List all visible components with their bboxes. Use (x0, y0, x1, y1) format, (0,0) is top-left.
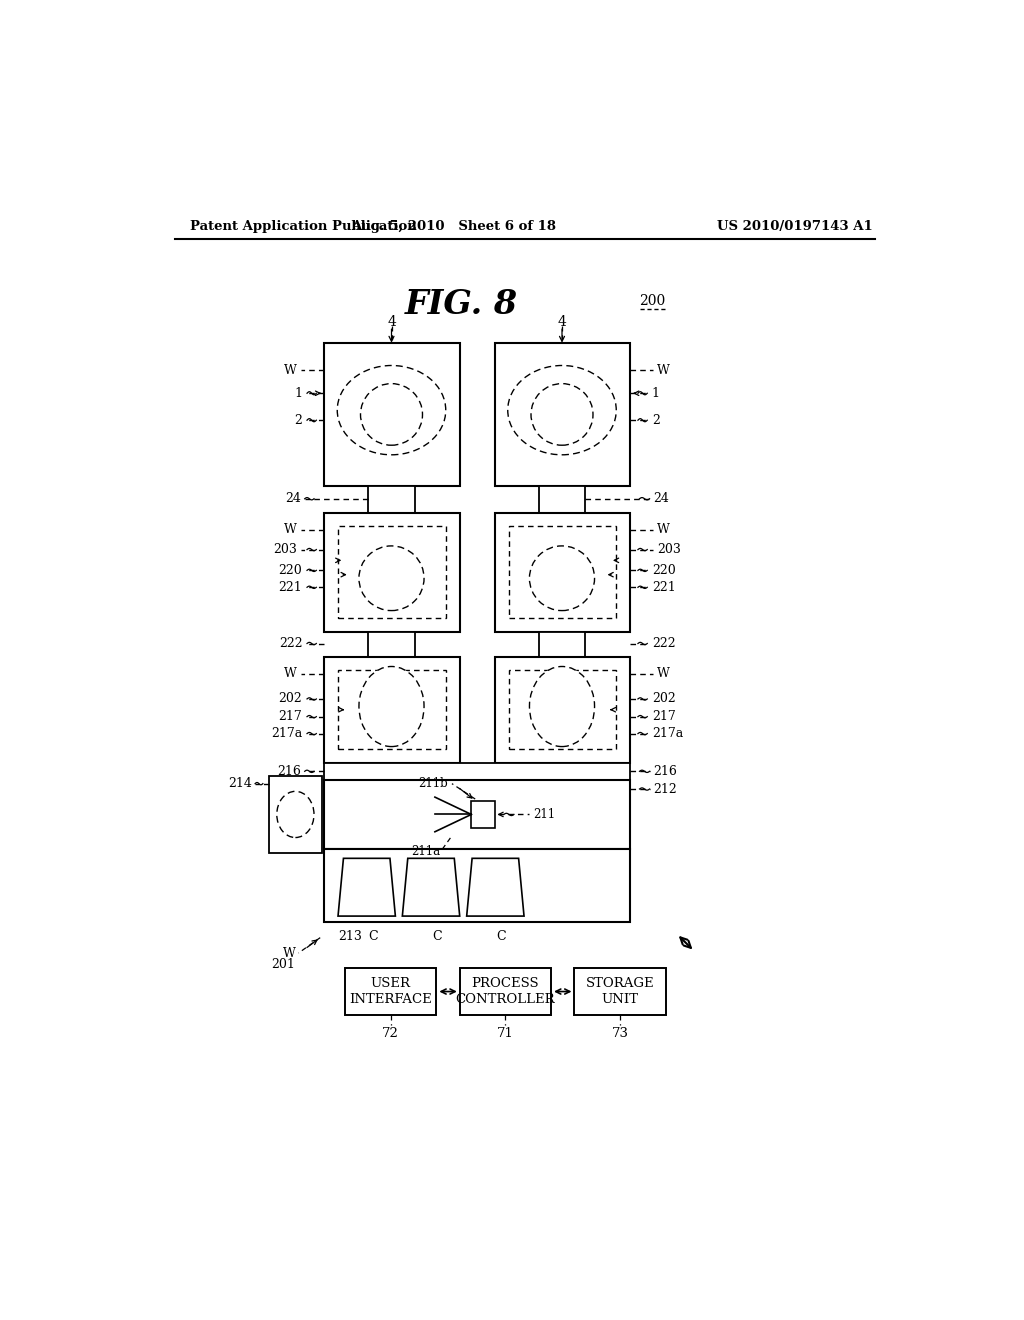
Bar (269, 776, 322, 853)
Text: C: C (497, 929, 506, 942)
Circle shape (359, 546, 424, 611)
Bar (324, 656, 460, 763)
Text: 213: 213 (338, 929, 361, 942)
Text: 214: 214 (228, 777, 252, 791)
Text: 220: 220 (279, 564, 302, 577)
Bar (324, 343, 460, 486)
Text: 222: 222 (652, 638, 676, 649)
Circle shape (360, 384, 423, 445)
Bar (369, 486, 415, 512)
Text: W: W (283, 946, 295, 960)
Text: 221: 221 (279, 581, 302, 594)
Text: FIG. 8: FIG. 8 (404, 288, 518, 321)
Ellipse shape (529, 667, 595, 747)
Text: 221: 221 (652, 581, 676, 594)
Text: 220: 220 (652, 564, 676, 577)
Text: Aug. 5, 2010   Sheet 6 of 18: Aug. 5, 2010 Sheet 6 of 18 (351, 219, 556, 232)
Text: CONTROLLER: CONTROLLER (456, 993, 555, 1006)
Text: C: C (432, 929, 442, 942)
Text: 217a: 217a (652, 727, 683, 741)
Bar (324, 763, 630, 780)
Text: 4: 4 (387, 314, 396, 329)
Text: 201: 201 (271, 958, 295, 972)
Text: W: W (657, 523, 670, 536)
Text: 211: 211 (534, 808, 555, 821)
Text: 71: 71 (497, 1027, 514, 1040)
Bar (345, 969, 436, 1015)
Bar (471, 800, 495, 829)
Text: 211b: 211b (419, 777, 449, 791)
Text: 1: 1 (652, 387, 659, 400)
Bar (324, 780, 630, 849)
Bar (338, 527, 445, 618)
Ellipse shape (276, 792, 314, 838)
Text: US 2010/0197143 A1: US 2010/0197143 A1 (717, 219, 872, 232)
Text: USER: USER (371, 977, 411, 990)
Text: 24: 24 (653, 492, 670, 506)
Bar (539, 486, 586, 512)
Bar (574, 969, 666, 1015)
Bar (460, 969, 551, 1015)
Bar (369, 632, 415, 656)
Circle shape (531, 384, 593, 445)
Text: 203: 203 (273, 543, 297, 556)
Circle shape (529, 546, 595, 611)
Text: W: W (657, 363, 670, 376)
Text: 217: 217 (279, 710, 302, 723)
Text: 2: 2 (295, 413, 302, 426)
Text: W: W (284, 363, 297, 376)
Text: 217a: 217a (271, 727, 302, 741)
Text: UNIT: UNIT (602, 993, 639, 1006)
Text: 217: 217 (652, 710, 676, 723)
Bar (509, 527, 616, 618)
Text: 211a: 211a (412, 845, 440, 858)
Bar (539, 632, 586, 656)
Text: W: W (657, 667, 670, 680)
Text: 200: 200 (640, 294, 666, 308)
Bar (324, 512, 460, 632)
Ellipse shape (337, 366, 445, 455)
Ellipse shape (359, 667, 424, 747)
Text: 1: 1 (294, 387, 302, 400)
Bar (324, 849, 630, 923)
Ellipse shape (508, 366, 616, 455)
Text: 203: 203 (657, 543, 681, 556)
Polygon shape (402, 858, 460, 916)
Bar (495, 656, 630, 763)
Text: 202: 202 (652, 693, 676, 705)
Polygon shape (338, 858, 395, 916)
Text: 72: 72 (382, 1027, 399, 1040)
Text: STORAGE: STORAGE (586, 977, 654, 990)
Text: 73: 73 (611, 1027, 629, 1040)
Text: PROCESS: PROCESS (472, 977, 540, 990)
Text: Patent Application Publication: Patent Application Publication (190, 219, 417, 232)
Bar (495, 512, 630, 632)
Text: 202: 202 (279, 693, 302, 705)
Text: 212: 212 (653, 783, 677, 796)
Text: W: W (284, 523, 297, 536)
Polygon shape (467, 858, 524, 916)
Text: 216: 216 (276, 764, 301, 777)
Text: INTERFACE: INTERFACE (349, 993, 432, 1006)
Bar (338, 671, 445, 748)
Text: 2: 2 (652, 413, 659, 426)
Text: C: C (368, 929, 378, 942)
Text: 4: 4 (557, 314, 566, 329)
Text: W: W (284, 667, 297, 680)
Bar (509, 671, 616, 748)
Text: 216: 216 (653, 764, 677, 777)
Bar (495, 343, 630, 486)
Text: 24: 24 (285, 492, 301, 506)
Text: 222: 222 (279, 638, 302, 649)
